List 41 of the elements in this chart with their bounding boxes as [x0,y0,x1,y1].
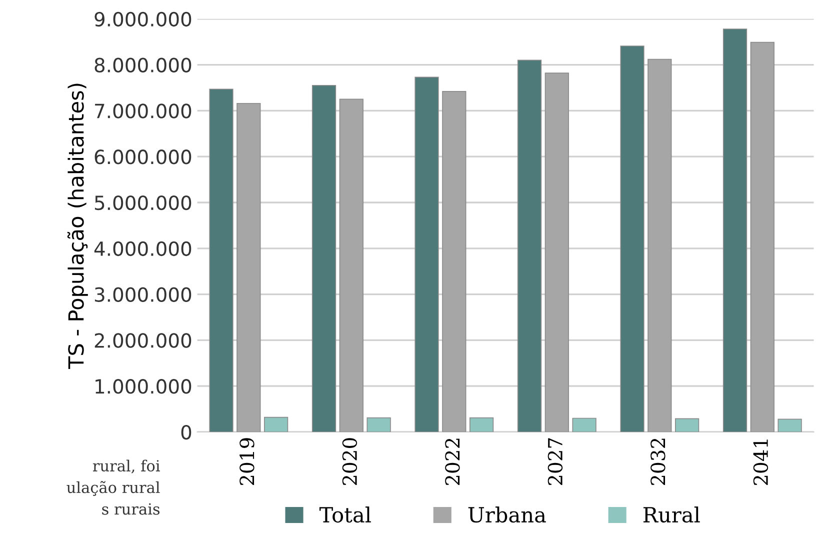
bar [674,418,700,432]
legend-label: Rural [643,506,700,523]
text: s rurais [102,503,160,515]
bar [469,417,494,432]
bar [442,91,466,432]
bar [414,76,439,432]
bar [750,42,774,432]
y-tick-label: 6.000.000 [94,150,192,164]
y-tick-label: 8.000.000 [94,58,192,72]
bar [620,46,644,432]
y-tick-label: 2.000.000 [94,333,192,348]
bar [312,85,336,432]
y-tick-label: 3.000.000 [94,287,192,302]
y-tick-label: 9.000.000 [94,12,192,27]
legend-label: Urbana [468,506,546,523]
bar [236,102,261,432]
x-tick-label: 2027 [548,438,563,486]
bar [722,28,748,432]
bar [572,418,596,432]
y-tick-label: 0 [181,424,192,440]
x-tick-label: 2020 [342,438,358,486]
legend-label: Total [319,506,371,523]
bar [648,58,672,432]
x-tick-label: 2022 [445,438,460,486]
y-tick-label: 5.000.000 [94,195,192,210]
bar [778,418,802,432]
x-tick-label: 2019 [240,438,254,486]
bar [264,416,288,432]
bar [544,72,569,432]
y-axis-title: TS - População (habitantes) [67,84,88,370]
y-tick-label: 7.000.000 [95,104,192,118]
bar [517,60,542,432]
text: ulação rural [66,481,160,496]
y-tick-label: 1.000.000 [96,379,192,394]
y-tick-label: 4.000.000 [94,241,192,256]
x-tick-label: 2032 [650,438,666,486]
bar [366,417,391,432]
bar [209,88,234,432]
text: rural, foi [92,460,160,474]
x-tick-label: 2041 [753,440,768,486]
bar [339,98,364,432]
